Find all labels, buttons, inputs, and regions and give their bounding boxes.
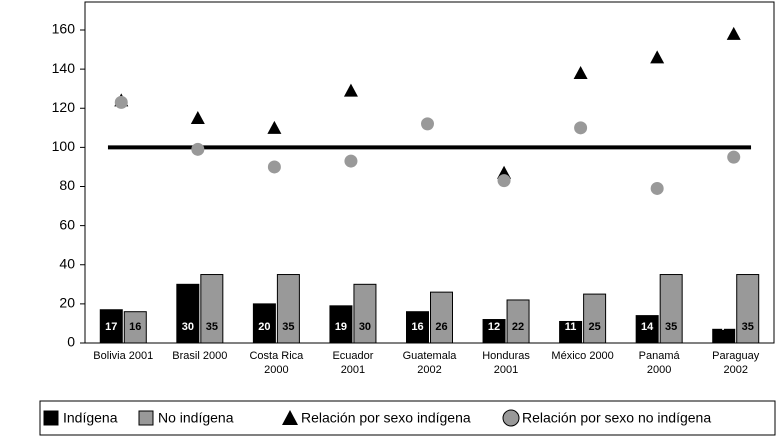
legend-swatch [138,410,154,426]
data-label: 16 [129,321,141,333]
bar [123,311,147,344]
bar [712,328,736,344]
circle-marker [191,142,205,156]
data-label: 17 [105,321,117,333]
x-tick-label: Bolivia 2001 [93,350,154,362]
bar [559,320,583,344]
x-tick-label: México 2000 [551,350,614,362]
circle-marker [421,117,434,131]
legend-label: Indígena [63,410,118,426]
triangle-marker [190,111,205,125]
data-label: 35 [282,321,294,333]
data-label: 25 [588,321,600,333]
x-tick-label: Panamá 2000 [638,350,680,376]
bar [583,293,607,344]
legend-swatch [43,410,59,426]
legend-swatch [282,410,298,425]
circle-marker [267,160,281,174]
legend-swatch [502,409,520,427]
bar [736,274,760,344]
data-label: 35 [206,321,218,333]
triangle-marker [573,66,588,80]
triangle-marker [726,26,741,40]
bar [252,303,276,344]
triangle-marker [650,50,665,64]
legend-label: Relación por sexo no indígena [522,410,711,426]
data-label: 22 [512,321,524,333]
data-label: 12 [488,321,500,333]
bar [506,299,530,344]
x-tick-label: Guatemala 2002 [402,350,457,376]
data-label: 30 [182,321,194,333]
legend-label: No indígena [158,410,234,426]
bar [200,274,224,344]
data-label: 14 [641,321,654,333]
bar [406,311,429,344]
y-tick-label: 0 [67,334,75,350]
data-label: 20 [258,321,270,333]
y-tick-label: 80 [59,177,75,193]
y-tick-label: 40 [59,255,75,271]
triangle-marker [267,120,282,134]
data-label: 26 [435,321,447,333]
y-tick-label: 20 [59,295,75,311]
bar [659,274,683,344]
data-label: 16 [411,321,423,333]
x-tick-label: Paraguay 2002 [712,350,760,376]
data-label: 35 [665,321,677,333]
bar [430,291,453,344]
data-label: 35 [742,321,754,333]
bar [353,283,377,344]
bar [276,274,300,344]
circle-marker [497,174,511,188]
data-label: 19 [335,321,347,333]
triangle-marker [343,83,358,97]
y-tick-label: 120 [52,99,76,115]
y-tick-label: 160 [52,21,76,37]
circle-marker [727,150,741,164]
x-tick-label: Honduras 2001 [482,350,530,376]
x-tick-label: Costa Rica 2000 [249,350,304,376]
bar [482,319,506,344]
y-tick-label: 100 [52,138,76,154]
y-tick-label: 60 [59,216,75,232]
legend-label: Relación por sexo indígena [301,410,471,426]
x-tick-label: Brasil 2000 [172,350,228,362]
y-tick-label: 140 [52,60,76,76]
bar [176,283,200,344]
bar [329,305,353,344]
circle-marker [114,95,128,109]
data-label: 11 [565,321,577,333]
data-label: 7 [721,321,727,333]
circle-marker [344,154,358,168]
bar [99,309,123,344]
legend-border [39,400,776,436]
plot-border [84,1,775,344]
circle-marker [650,181,664,195]
circle-marker [574,121,588,135]
bar [635,315,659,344]
x-tick-label: Ecuador 2001 [332,350,374,376]
data-label: 30 [359,321,371,333]
